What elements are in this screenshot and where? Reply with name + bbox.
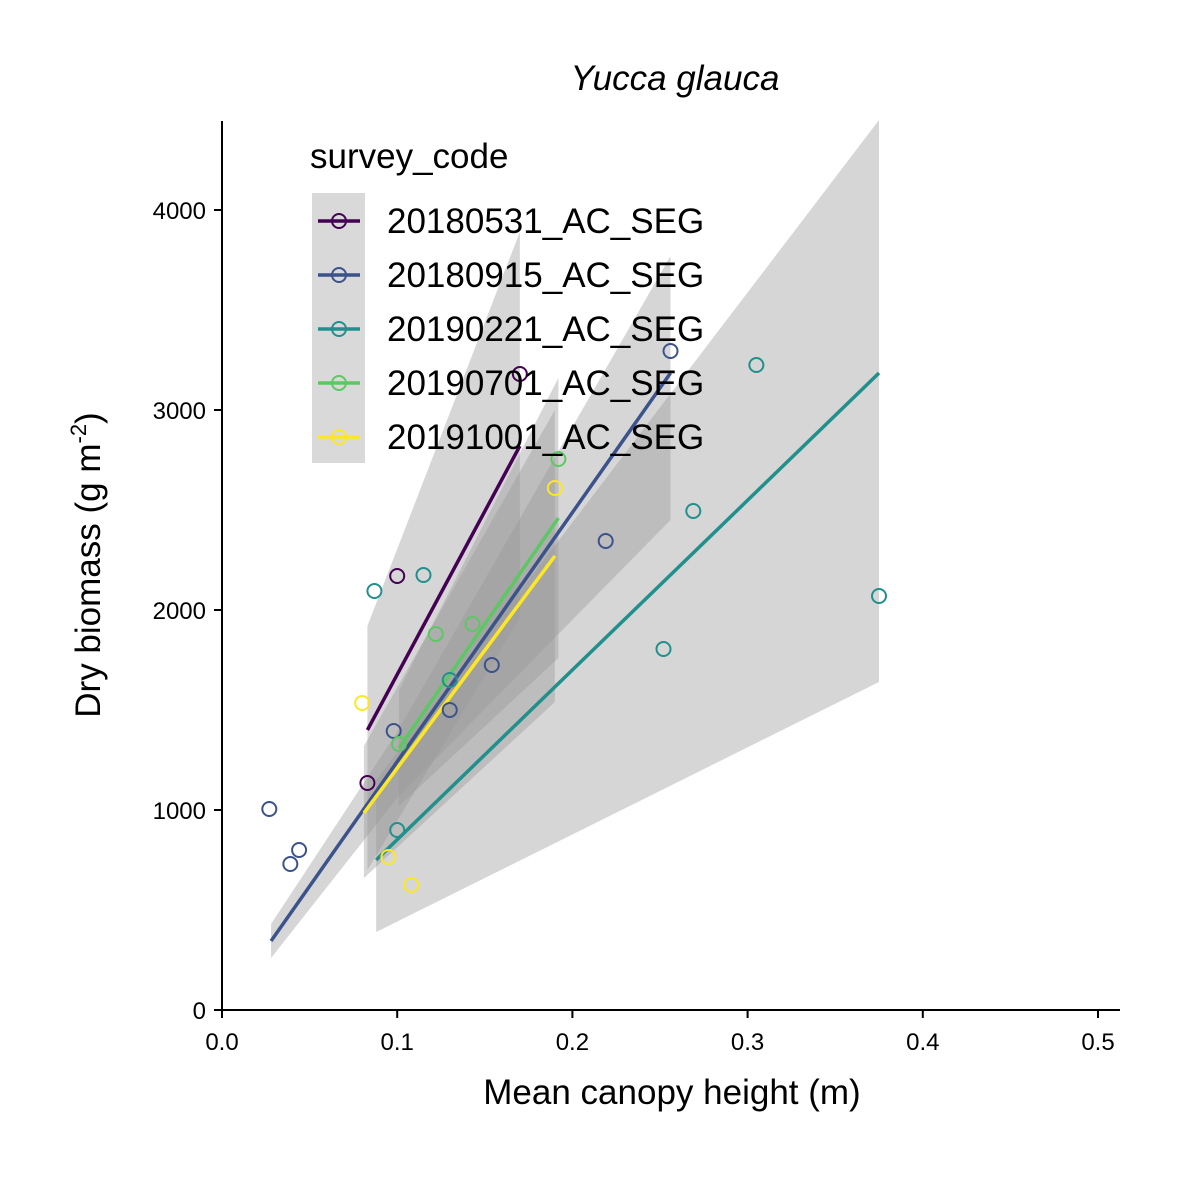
data-point	[427, 626, 444, 642]
y-tick-label: 4000	[153, 198, 206, 225]
x-tick-label: 0.5	[1081, 1029, 1114, 1056]
confidence-band-2	[271, 256, 671, 958]
legend-key-point-4	[331, 375, 347, 391]
data-point	[662, 343, 679, 359]
confidence-band-3	[376, 120, 879, 932]
data-point	[550, 451, 567, 467]
legend-label-4: 20190701_AC_SEG	[387, 364, 704, 403]
y-tick-label: 1000	[153, 798, 206, 825]
fit-line-1	[365, 445, 522, 731]
legend-key-point-3	[331, 321, 347, 337]
data-point	[354, 695, 371, 711]
legend-key-point-5	[331, 429, 347, 445]
x-tick-label: 0.3	[731, 1029, 764, 1056]
data-point	[685, 503, 702, 519]
y-axis-title-close: )	[69, 412, 108, 424]
legend-label-1: 20180531_AC_SEG	[387, 202, 704, 241]
data-point	[389, 822, 406, 838]
x-tick-label: 0.1	[381, 1029, 414, 1056]
data-point	[871, 588, 887, 604]
data-point	[380, 849, 397, 865]
x-axis-title: Mean canopy height (m)	[483, 1073, 860, 1112]
y-tick-label: 2000	[153, 598, 206, 625]
data-point	[546, 480, 563, 496]
y-tick-label: 0	[193, 998, 206, 1025]
data-point	[282, 856, 299, 872]
data-point	[441, 702, 458, 718]
legend: survey_code 20180531_AC_SEG 20180915_AC_S…	[310, 137, 704, 463]
y-axis-title: Dry biomass (g m-2)	[66, 412, 108, 717]
data-point	[390, 736, 407, 752]
chart-title: Yucca glauca	[571, 59, 780, 98]
confidence-band-4	[398, 378, 559, 806]
y-axis-title-superscript: -2	[66, 424, 91, 444]
data-point	[291, 842, 308, 858]
confidence-band-5	[363, 410, 555, 878]
data-point	[483, 657, 500, 673]
x-ticks: 0.0 0.1 0.2 0.3 0.4 0.5	[205, 1010, 1115, 1056]
confidence-band-1	[367, 232, 520, 870]
data-points	[261, 343, 887, 893]
axes: 0.0 0.1 0.2 0.3 0.4 0.5 0 1000 2000 3000 4000	[153, 121, 1120, 1056]
x-tick-label: 0.2	[556, 1029, 589, 1056]
confidence-bands	[271, 120, 879, 958]
y-axis-title-main: Dry biomass (g m	[69, 444, 108, 718]
data-point	[359, 775, 376, 791]
fit-line-5	[362, 554, 557, 815]
legend-key-point-2	[331, 267, 347, 283]
data-point	[366, 583, 383, 599]
legend-label-5: 20191001_AC_SEG	[387, 418, 704, 457]
legend-label-3: 20190221_AC_SEG	[387, 310, 704, 349]
legend-items: 20180531_AC_SEG 20180915_AC_SEG 20190221_A…	[318, 202, 704, 457]
data-point	[464, 616, 481, 632]
x-tick-label: 0.4	[906, 1029, 939, 1056]
fit-line-2	[269, 371, 672, 943]
fit-line-3	[374, 371, 881, 862]
data-point	[389, 568, 406, 584]
fit-line-4	[397, 517, 560, 749]
x-tick-label: 0.0	[205, 1029, 238, 1056]
data-point	[415, 567, 432, 583]
data-point	[748, 357, 765, 373]
data-point	[403, 877, 420, 893]
data-point	[655, 641, 672, 657]
fit-lines	[269, 371, 881, 943]
data-point	[511, 366, 528, 382]
data-point	[261, 801, 278, 817]
y-tick-label: 3000	[153, 398, 206, 425]
data-point	[597, 533, 614, 549]
y-ticks: 0 1000 2000 3000 4000	[153, 198, 222, 1025]
legend-key-point-1	[331, 213, 347, 229]
data-point	[441, 672, 458, 688]
legend-title: survey_code	[310, 137, 508, 176]
legend-label-2: 20180915_AC_SEG	[387, 256, 704, 295]
